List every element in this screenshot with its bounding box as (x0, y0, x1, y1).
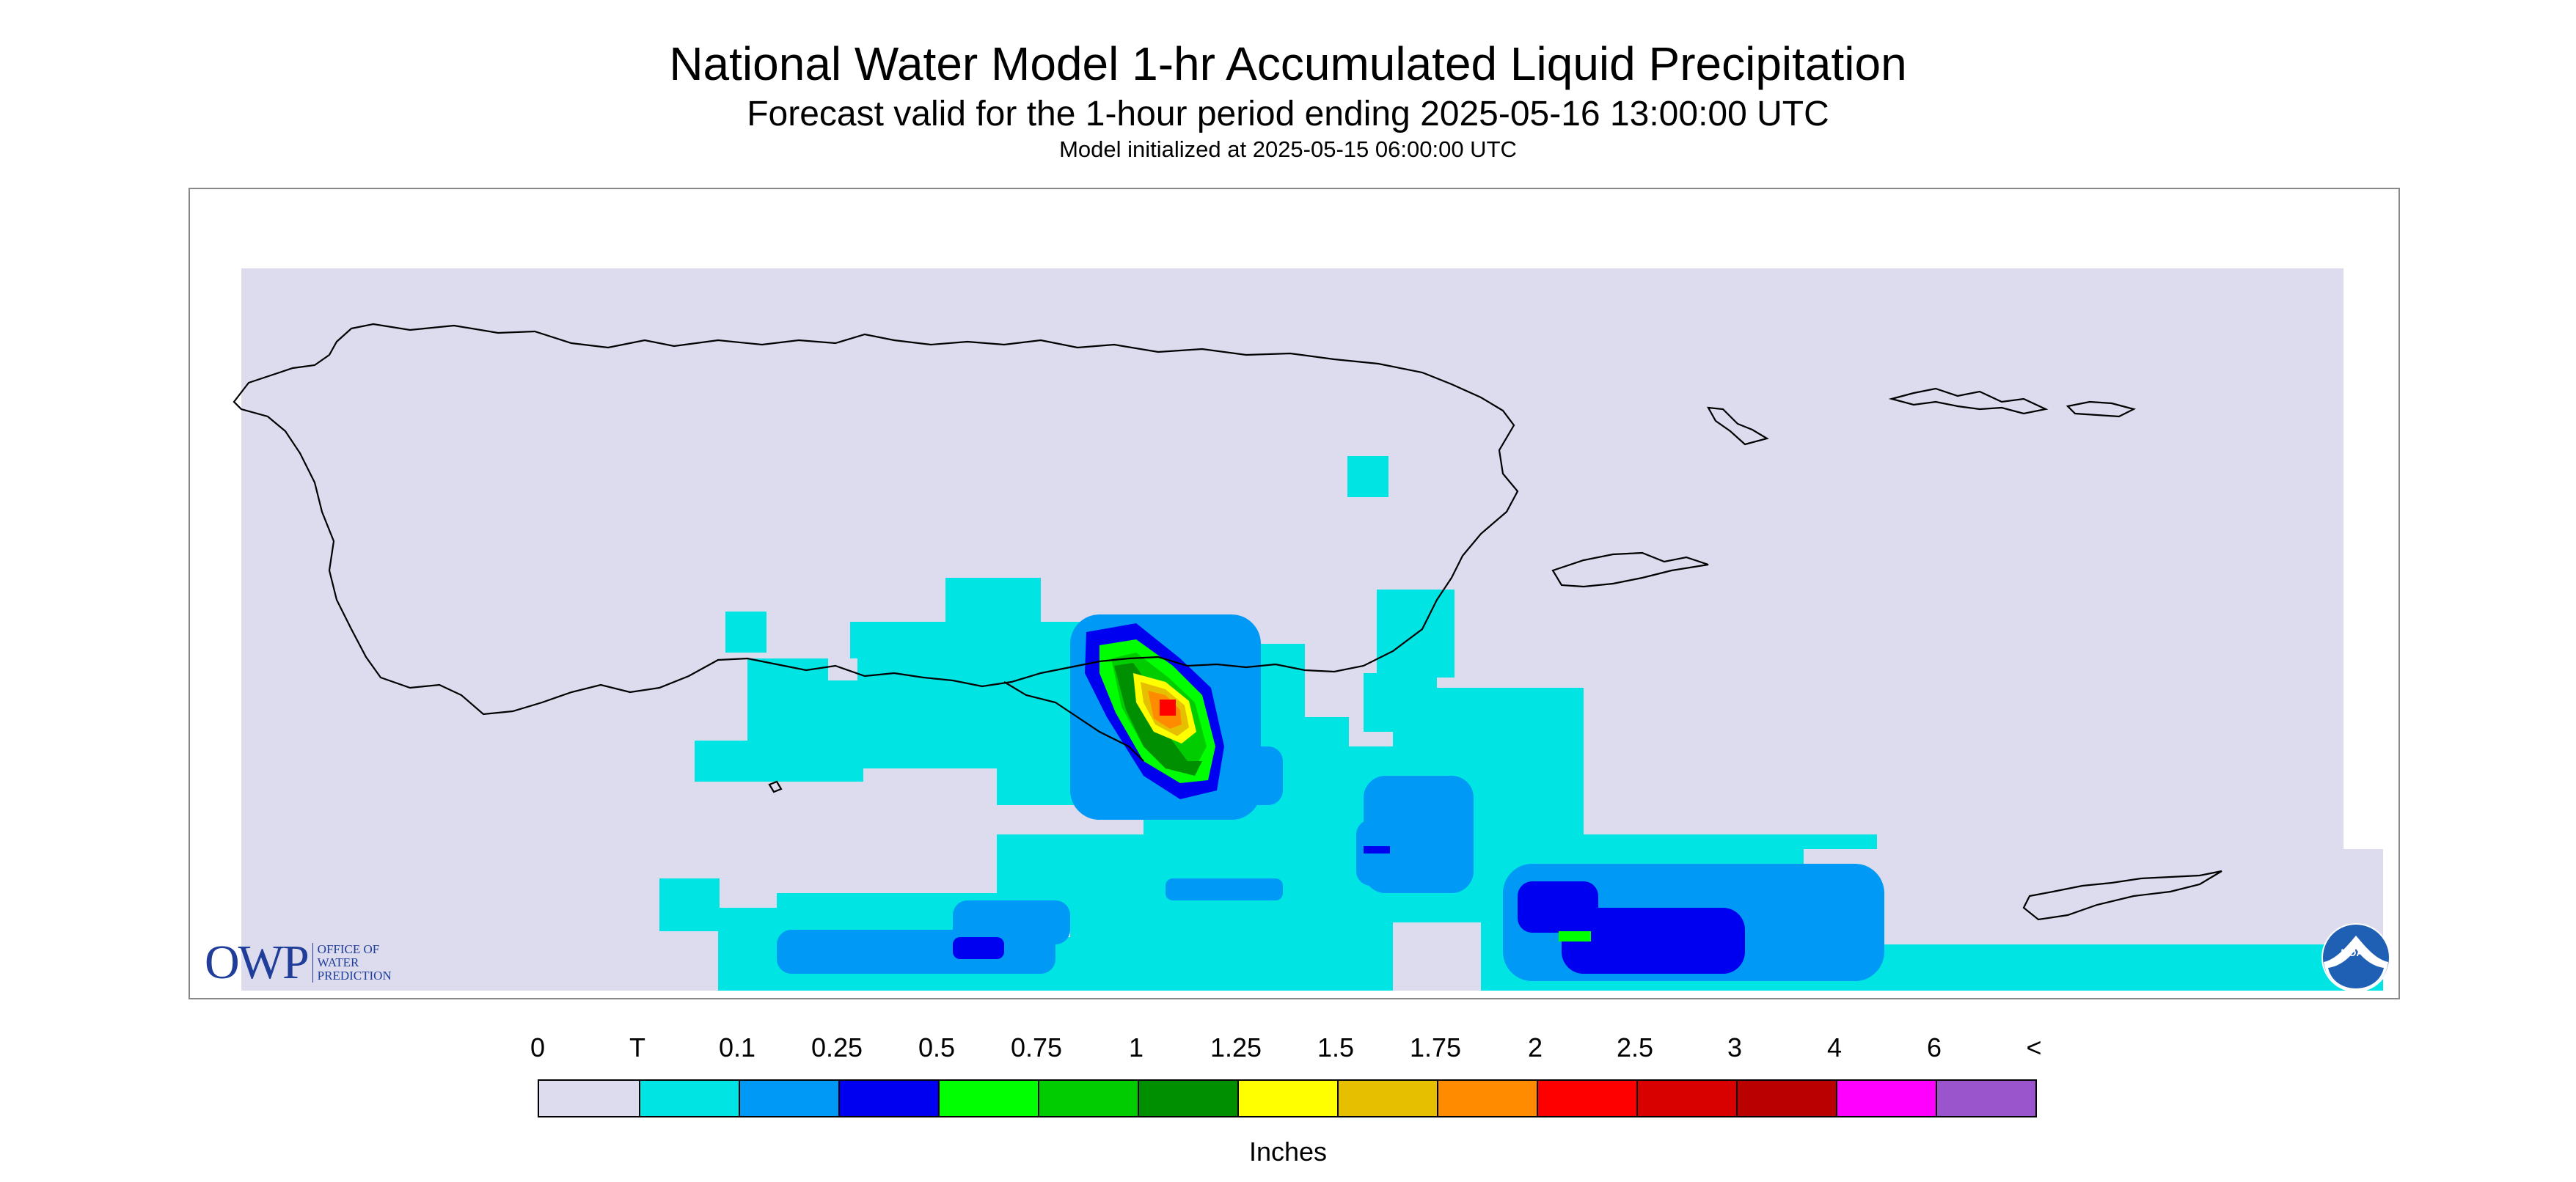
legend-label: 1.25 (1210, 1032, 1262, 1062)
noaa-logo-icon: NOAA (2321, 923, 2390, 992)
legend-label: 0.75 (1010, 1032, 1063, 1062)
legend-label: 1.5 (1317, 1032, 1355, 1062)
legend-label: 2 (1527, 1032, 1543, 1062)
legend-swatch (739, 1081, 838, 1116)
owp-logo-letters: OWP (205, 936, 310, 989)
precip-0-5-spot (1559, 931, 1591, 941)
legend-label: 6 (1926, 1032, 1942, 1062)
coast-puerto-rico (233, 323, 1519, 716)
legend-swatch (1736, 1081, 1836, 1116)
legend-swatch (1636, 1081, 1736, 1116)
legend-label: 0.25 (811, 1032, 863, 1062)
owp-logo-sub: OFFICE OF WATER PREDICTION (312, 943, 392, 983)
legend-swatch (938, 1081, 1038, 1116)
precipitation-map[interactable] (190, 189, 2398, 998)
coast-desecheo (768, 780, 783, 793)
legend-label: 3 (1727, 1032, 1743, 1062)
legend-swatch (838, 1081, 938, 1116)
coast-st-thomas (1888, 387, 2049, 415)
map-title: National Water Model 1-hr Accumulated Li… (669, 37, 1907, 90)
legend-label: 1 (1128, 1032, 1144, 1062)
noaa-logo-text: NOAA (2341, 947, 2371, 958)
legend-label: 2.5 (1616, 1032, 1654, 1062)
legend-swatch (1138, 1081, 1237, 1116)
precip-cover-masks (828, 658, 2383, 991)
map-subtitle: Forecast valid for the 1-hour period end… (747, 95, 1829, 133)
legend-label: 1.75 (1409, 1032, 1462, 1062)
coast-pr-south-line (1003, 681, 1144, 762)
coast-st-john (2065, 400, 2137, 418)
color-legend: 0 T 0.1 0.25 0.5 0.75 1 1.25 1.5 1.75 2 2.5 3 4 6 < Inc… (0, 1027, 2576, 1182)
legend-swatch (639, 1081, 739, 1116)
legend-label: 0.1 (718, 1032, 756, 1062)
legend-swatch (539, 1081, 639, 1116)
legend-swatch (1038, 1081, 1138, 1116)
legend-swatch (1437, 1081, 1537, 1116)
legend-label: < (2026, 1032, 2042, 1062)
legend-label: 0 (530, 1032, 546, 1062)
legend-swatch (1936, 1081, 2035, 1116)
legend-units: Inches (1248, 1137, 1328, 1167)
coast-st-croix (2022, 870, 2222, 921)
legend-swatch (1537, 1081, 1636, 1116)
owp-logo-icon: OWP OFFICE OF WATER PREDICTION (205, 936, 392, 989)
legend-swatch (1836, 1081, 1936, 1116)
precip-2-area (1160, 700, 1176, 716)
coast-vieques (1551, 551, 1709, 588)
model-init-line: Model initialized at 2025-05-15 06:00:00… (1059, 136, 1517, 162)
legend-label: 0.5 (918, 1032, 956, 1062)
legend-swatch (1337, 1081, 1437, 1116)
legend-swatch (1237, 1081, 1337, 1116)
coastlines (233, 323, 2222, 921)
coast-culebra (1707, 406, 1769, 446)
legend-bar (538, 1079, 2037, 1117)
map-panel[interactable]: OWP OFFICE OF WATER PREDICTION NOAA (189, 188, 2400, 999)
legend-label: 4 (1826, 1032, 1843, 1062)
legend-label: T (629, 1032, 645, 1062)
